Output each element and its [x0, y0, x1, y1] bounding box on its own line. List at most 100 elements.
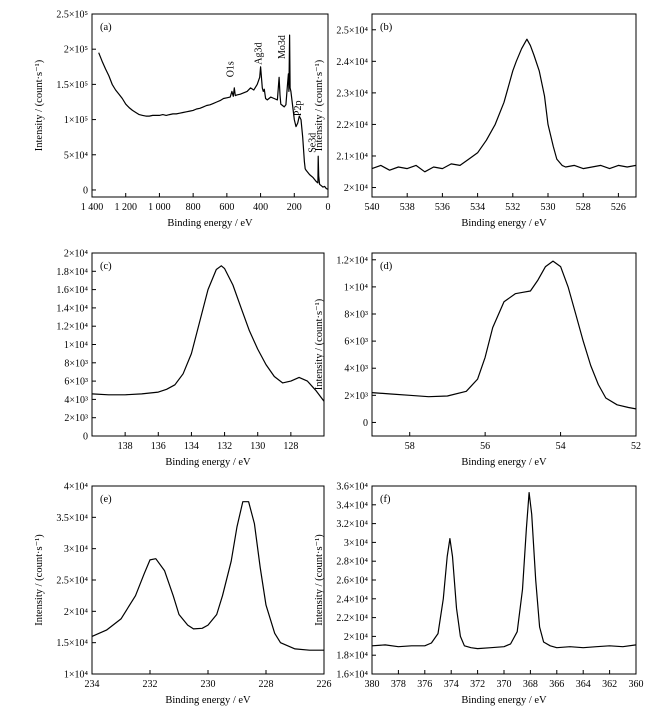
- y-axis-label: Intensity / (count·s⁻¹): [314, 59, 325, 151]
- y-tick-label: 2.2×10⁴: [336, 613, 368, 624]
- x-axis-label: Binding energy / eV: [461, 457, 547, 468]
- x-tick-label: 138: [118, 441, 133, 452]
- y-tick-label: 2.4×10⁴: [336, 594, 368, 605]
- x-tick-label: 234: [85, 679, 100, 690]
- x-tick-label: 400: [253, 202, 268, 213]
- y-tick-label: 2.5×10⁴: [336, 25, 368, 36]
- y-axis-label: Intensity / (count·s⁻¹): [314, 534, 325, 626]
- x-tick-label: 378: [391, 679, 406, 690]
- peak-annotation: Se3d: [307, 133, 318, 153]
- y-tick-label: 2.4×10⁴: [336, 57, 368, 68]
- y-tick-label: 3.5×10⁴: [56, 513, 88, 524]
- plot-frame: [91, 252, 325, 437]
- panel-e: 234 232 230 228 226 1×10⁴ 1.5×10⁴ 2×10⁴ 2.5×10⁴ 3…: [34, 482, 332, 707]
- y-tick-label: 2×10⁵: [64, 45, 88, 56]
- plot-frame: [371, 13, 637, 198]
- y-tick-label: 6×10³: [344, 337, 368, 348]
- x-tick-label: 532: [505, 202, 520, 213]
- y-tick-label: 2.2×10⁴: [336, 120, 368, 131]
- y-tick-label: 1.4×10⁴: [56, 303, 88, 314]
- x-axis-label: Binding energy / eV: [167, 218, 253, 229]
- x-tick-label: 530: [541, 202, 556, 213]
- panel-label: (a): [100, 22, 112, 33]
- y-tick-label: 0: [83, 185, 88, 196]
- x-tick-label: 366: [549, 679, 564, 690]
- panel-label: (c): [100, 261, 112, 272]
- x-tick-label: 372: [470, 679, 485, 690]
- x-axis-label: Binding energy / eV: [165, 457, 251, 468]
- y-tick-label: 2.5×10⁴: [56, 576, 88, 587]
- y-tick-label: 4×10³: [64, 395, 88, 406]
- x-tick-label: 232: [143, 679, 158, 690]
- x-axis-label: Binding energy / eV: [165, 695, 251, 706]
- x-tick-label: 128: [283, 441, 298, 452]
- y-tick-label: 2.3×10⁴: [336, 88, 368, 99]
- x-tick-label: 132: [217, 441, 232, 452]
- y-tick-label: 3.4×10⁴: [336, 500, 368, 511]
- y-tick-label: 4×10⁴: [64, 482, 89, 493]
- peak-annotation: P2p: [293, 101, 304, 117]
- x-tick-label: 534: [470, 202, 485, 213]
- x-tick-label: 600: [219, 202, 234, 213]
- peak-annotation: Ag3d: [253, 42, 264, 64]
- x-tick-label: 130: [250, 441, 265, 452]
- x-tick-label: 376: [417, 679, 432, 690]
- y-axis-label: Intensity / (count·s⁻¹): [314, 298, 325, 390]
- y-tick-label: 1.8×10⁴: [336, 651, 368, 662]
- x-tick-label: 538: [400, 202, 415, 213]
- x-tick-label: 370: [497, 679, 512, 690]
- panel-d: 58 56 54 52 0 2×10³ 4×10³ 6×10³ 8×10³ 1×10⁴ 1.2×10…: [314, 252, 641, 468]
- y-tick-label: 2×10³: [344, 391, 368, 402]
- x-tick-label: 54: [556, 441, 566, 452]
- y-tick-label: 0: [83, 432, 88, 443]
- y-tick-label: 1×10⁴: [64, 670, 89, 681]
- y-tick-label: 1.5×10⁴: [56, 638, 88, 649]
- x-tick-label: 228: [259, 679, 274, 690]
- y-axis-label: Intensity / (count·s⁻¹): [34, 534, 45, 626]
- x-tick-label: 134: [184, 441, 199, 452]
- y-tick-label: 2.8×10⁴: [336, 557, 368, 568]
- x-tick-label: 1 200: [114, 202, 137, 213]
- y-tick-label: 2.1×10⁴: [336, 151, 368, 162]
- y-tick-label: 5×10⁴: [64, 150, 89, 161]
- spectrum-line: [371, 38, 637, 173]
- spectrum-line: [91, 501, 324, 651]
- panel-f: 380 378 376 374 372 370 368 366 364 362 360 1.6×10⁴…: [314, 482, 644, 707]
- x-tick-label: 58: [405, 441, 415, 452]
- peak-annotation: O1s: [226, 61, 237, 77]
- y-tick-label: 8×10³: [64, 358, 88, 369]
- x-tick-label: 362: [602, 679, 617, 690]
- x-tick-label: 380: [365, 679, 380, 690]
- x-tick-label: 230: [201, 679, 216, 690]
- y-tick-label: 2×10³: [64, 413, 88, 424]
- spectrum-line: [371, 492, 637, 650]
- spectrum-line: [371, 260, 637, 410]
- x-tick-label: 526: [611, 202, 626, 213]
- y-tick-label: 2×10⁴: [344, 632, 369, 643]
- y-tick-label: 8×10³: [344, 310, 368, 321]
- y-tick-label: 1.8×10⁴: [56, 267, 88, 278]
- x-tick-label: 540: [365, 202, 380, 213]
- y-tick-label: 1×10⁴: [64, 340, 89, 351]
- y-tick-label: 2×10⁴: [344, 183, 369, 194]
- y-tick-label: 2×10⁴: [64, 249, 89, 260]
- y-tick-label: 1.5×10⁵: [56, 80, 88, 91]
- x-tick-label: 800: [186, 202, 201, 213]
- x-tick-label: 0: [326, 202, 331, 213]
- x-tick-label: 374: [444, 679, 459, 690]
- panel-label: (b): [380, 22, 393, 33]
- x-tick-label: 360: [629, 679, 644, 690]
- y-tick-label: 3.2×10⁴: [336, 519, 368, 530]
- x-tick-label: 56: [480, 441, 490, 452]
- y-tick-label: 0: [363, 418, 368, 429]
- y-tick-label: 1.6×10⁴: [336, 670, 368, 681]
- y-tick-label: 2×10⁴: [64, 607, 89, 618]
- y-tick-label: 3.6×10⁴: [336, 482, 368, 493]
- peak-annotation: Mo3d: [277, 35, 288, 59]
- spectrum-line: [91, 265, 325, 402]
- x-tick-label: 364: [576, 679, 591, 690]
- x-tick-label: 136: [151, 441, 166, 452]
- y-tick-label: 4×10³: [344, 364, 368, 375]
- y-tick-label: 1×10⁵: [64, 115, 88, 126]
